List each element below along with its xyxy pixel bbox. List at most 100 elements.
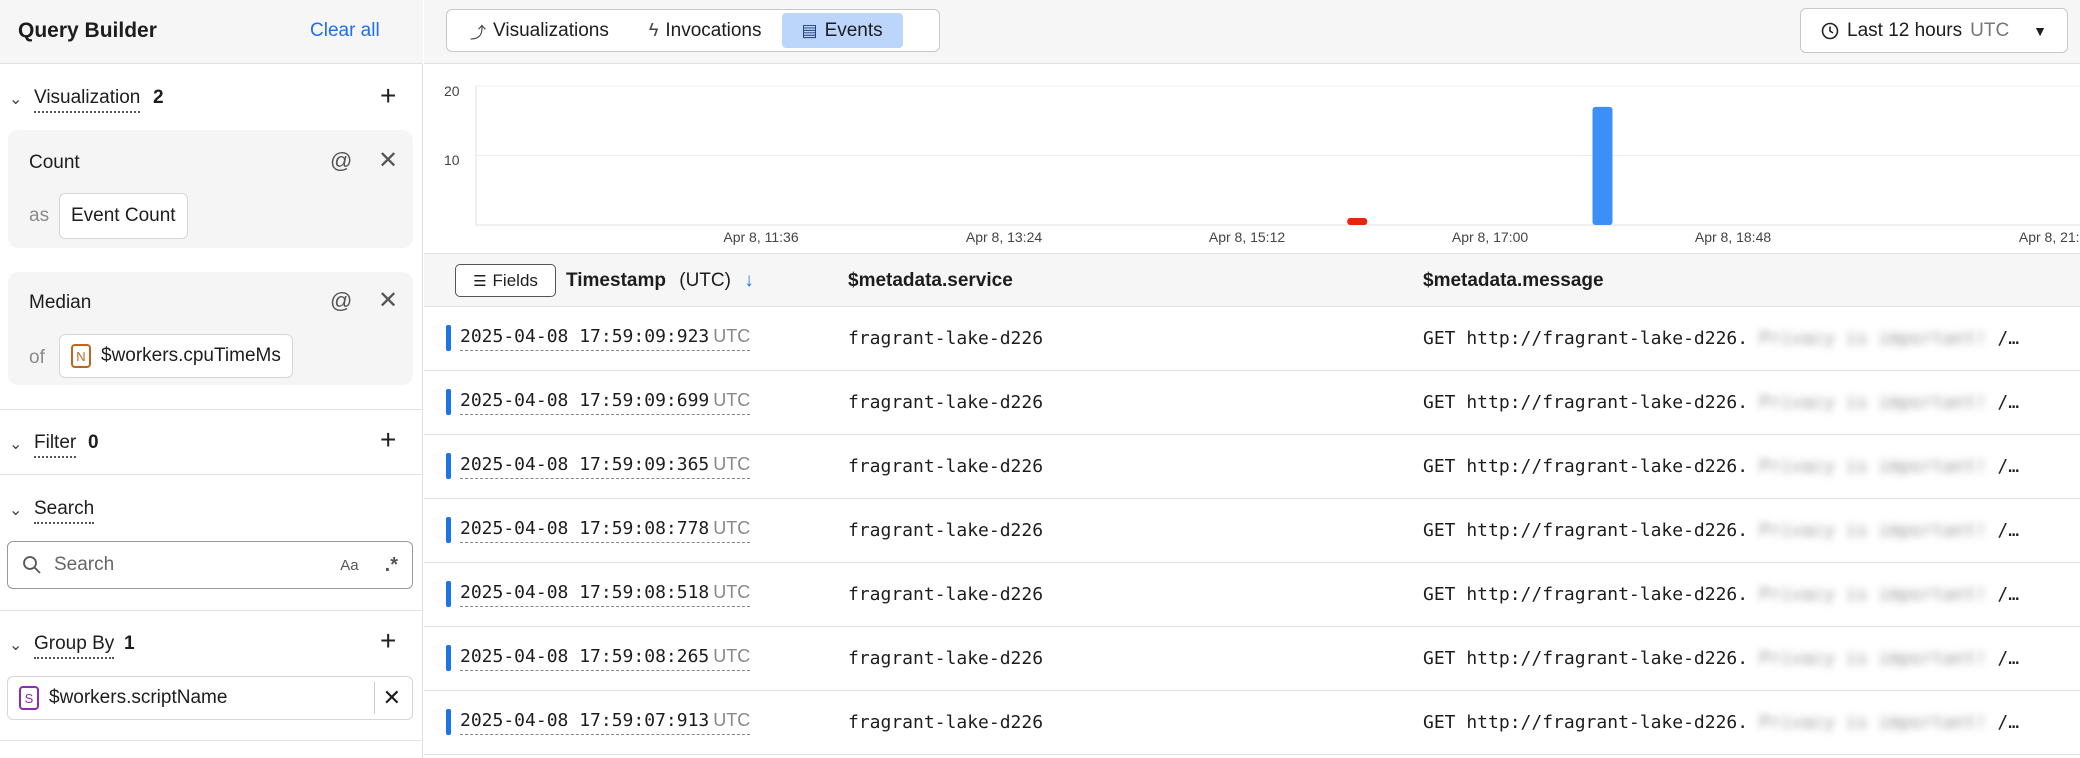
- service-cell: fragrant-lake-d226: [848, 520, 1044, 541]
- at-icon[interactable]: @: [330, 148, 353, 173]
- tab-label: Events: [824, 19, 883, 41]
- clear-all-link[interactable]: Clear all: [310, 20, 380, 41]
- visualization-count: 2: [153, 87, 164, 108]
- table-row[interactable]: 2025-04-08 17:59:08:265 UTC fragrant-lake…: [424, 627, 2080, 691]
- number-type-icon: N: [71, 344, 91, 368]
- message-cell[interactable]: GET http://fragrant-lake-d226. Privacy i…: [1423, 584, 2019, 605]
- as-label: as: [29, 205, 50, 226]
- message-ellipsis: /…: [1997, 648, 2020, 669]
- redacted-text: Privacy is important!: [1758, 328, 1987, 349]
- tab-label: Invocations: [665, 19, 762, 41]
- function-label[interactable]: Count: [29, 152, 80, 173]
- tab-events[interactable]: ▤ Events: [781, 13, 903, 48]
- timestamp-cell[interactable]: 2025-04-08 17:59:09:923 UTC: [460, 326, 751, 351]
- timezone: UTC: [713, 518, 751, 538]
- timezone: UTC: [713, 326, 751, 346]
- message-text: GET http://fragrant-lake-d226.: [1423, 456, 1749, 477]
- sort-descending-icon[interactable]: ↓: [744, 270, 754, 291]
- query-builder-sidebar: Query Builder Clear all ⌄ Visualization …: [0, 0, 423, 758]
- timestamp-cell[interactable]: 2025-04-08 17:59:08:265 UTC: [460, 646, 751, 671]
- add-filter-button[interactable]: +: [380, 424, 397, 455]
- y-tick-label: 10: [444, 152, 460, 168]
- line-chart-icon: ⤴: [470, 24, 487, 42]
- events-icon: ▤: [801, 20, 818, 40]
- group-by-field[interactable]: S $workers.scriptName ✕: [7, 676, 413, 720]
- column-header-service[interactable]: $metadata.service: [848, 270, 1013, 291]
- search-input[interactable]: Search Aa .*: [7, 541, 413, 589]
- divider: [0, 610, 423, 611]
- close-icon[interactable]: ✕: [378, 147, 399, 174]
- message-ellipsis: /…: [1997, 712, 2020, 733]
- remove-group-by-icon[interactable]: ✕: [373, 682, 401, 714]
- table-row[interactable]: 2025-04-08 17:59:08:518 UTC fragrant-lake…: [424, 563, 2080, 627]
- chart-svg: 20 10 Apr 8, 11:36 Apr 8, 13:24 Apr 8, 15:…: [444, 83, 2080, 245]
- visualization-label[interactable]: Visualization: [34, 87, 141, 113]
- chevron-down-icon[interactable]: ⌄: [9, 502, 23, 519]
- search-icon: [23, 556, 41, 574]
- field-name: $workers.cpuTimeMs: [101, 345, 281, 366]
- table-row[interactable]: 2025-04-08 17:59:09:923 UTC fragrant-lake…: [424, 307, 2080, 371]
- tab-label: Visualizations: [493, 19, 609, 41]
- message-ellipsis: /…: [1997, 456, 2020, 477]
- at-icon[interactable]: @: [330, 288, 353, 313]
- message-ellipsis: /…: [1997, 392, 2020, 413]
- table-row[interactable]: 2025-04-08 17:59:09:699 UTC fragrant-lake…: [424, 371, 2080, 435]
- service-cell: fragrant-lake-d226: [848, 712, 1044, 733]
- chevron-down-icon[interactable]: ⌄: [9, 637, 23, 654]
- add-group-by-button[interactable]: +: [380, 625, 397, 656]
- timezone: UTC: [713, 710, 751, 730]
- table-row[interactable]: 2025-04-08 17:59:09:365 UTC fragrant-lake…: [424, 435, 2080, 499]
- alias-input[interactable]: Event Count: [59, 193, 188, 239]
- close-icon[interactable]: ✕: [378, 287, 399, 314]
- time-range-picker[interactable]: Last 12 hours UTC ▼: [1800, 8, 2068, 53]
- timezone-label: UTC: [1970, 19, 2010, 41]
- table-row[interactable]: 2025-04-08 17:59:07:913 UTC fragrant-lake…: [424, 691, 2080, 755]
- table-header: ☰ Fields Timestamp (UTC) ↓ $metadata.serv…: [424, 253, 2080, 307]
- message-cell[interactable]: GET http://fragrant-lake-d226. Privacy i…: [1423, 712, 2019, 733]
- message-cell[interactable]: GET http://fragrant-lake-d226. Privacy i…: [1423, 648, 2019, 669]
- fields-button[interactable]: ☰ Fields: [455, 264, 556, 297]
- chart-bar[interactable]: [1347, 218, 1368, 225]
- sidebar-title: Query Builder: [18, 19, 157, 42]
- group-by-label[interactable]: Group By: [34, 633, 115, 659]
- message-text: GET http://fragrant-lake-d226.: [1423, 328, 1749, 349]
- message-text: GET http://fragrant-lake-d226.: [1423, 712, 1749, 733]
- service-cell: fragrant-lake-d226: [848, 392, 1044, 413]
- row-indicator: [446, 645, 451, 671]
- message-cell[interactable]: GET http://fragrant-lake-d226. Privacy i…: [1423, 392, 2019, 413]
- x-tick-label: Apr 8, 15:12: [1209, 229, 1285, 245]
- filter-label[interactable]: Filter: [34, 432, 77, 458]
- message-cell[interactable]: GET http://fragrant-lake-d226. Privacy i…: [1423, 456, 2019, 477]
- tab-invocations[interactable]: ϟ Invocations: [629, 13, 782, 48]
- time-range-label: Last 12 hours: [1847, 19, 1963, 41]
- field-select[interactable]: N $workers.cpuTimeMs: [59, 334, 293, 378]
- chevron-down-icon[interactable]: ⌄: [9, 436, 23, 453]
- function-label[interactable]: Median: [29, 292, 92, 313]
- visualization-card-median: Median @ ✕ of N $workers.cpuTimeMs: [8, 272, 413, 385]
- timestamp-cell[interactable]: 2025-04-08 17:59:09:365 UTC: [460, 454, 751, 479]
- message-cell[interactable]: GET http://fragrant-lake-d226. Privacy i…: [1423, 328, 2019, 349]
- column-header-timestamp[interactable]: Timestamp (UTC) ↓: [566, 270, 754, 292]
- lightning-icon: ϟ: [648, 20, 659, 40]
- search-placeholder: Search: [54, 554, 115, 575]
- timestamp-cell[interactable]: 2025-04-08 17:59:08:518 UTC: [460, 582, 751, 607]
- timestamp-cell[interactable]: 2025-04-08 17:59:09:699 UTC: [460, 390, 751, 415]
- sidebar-header: Query Builder Clear all: [0, 0, 423, 64]
- message-cell[interactable]: GET http://fragrant-lake-d226. Privacy i…: [1423, 520, 2019, 541]
- timezone: UTC: [713, 454, 751, 474]
- timestamp-cell[interactable]: 2025-04-08 17:59:07:913 UTC: [460, 710, 751, 735]
- redacted-text: Privacy is important!: [1758, 392, 1987, 413]
- timestamp-unit: (UTC): [679, 270, 731, 291]
- row-indicator: [446, 453, 451, 479]
- column-header-message[interactable]: $metadata.message: [1423, 270, 1604, 291]
- chevron-down-icon[interactable]: ⌄: [9, 91, 23, 108]
- clock-icon: [1821, 22, 1839, 39]
- timestamp-cell[interactable]: 2025-04-08 17:59:08:778 UTC: [460, 518, 751, 543]
- tab-visualizations[interactable]: ⤴ Visualizations: [450, 13, 629, 48]
- table-row[interactable]: 2025-04-08 17:59:08:778 UTC fragrant-lake…: [424, 499, 2080, 563]
- regex-toggle[interactable]: .*: [384, 553, 398, 576]
- match-case-toggle[interactable]: Aa: [340, 556, 359, 574]
- group-by-count: 1: [124, 633, 135, 654]
- chart-bar[interactable]: [1592, 106, 1613, 225]
- add-visualization-button[interactable]: +: [380, 80, 397, 111]
